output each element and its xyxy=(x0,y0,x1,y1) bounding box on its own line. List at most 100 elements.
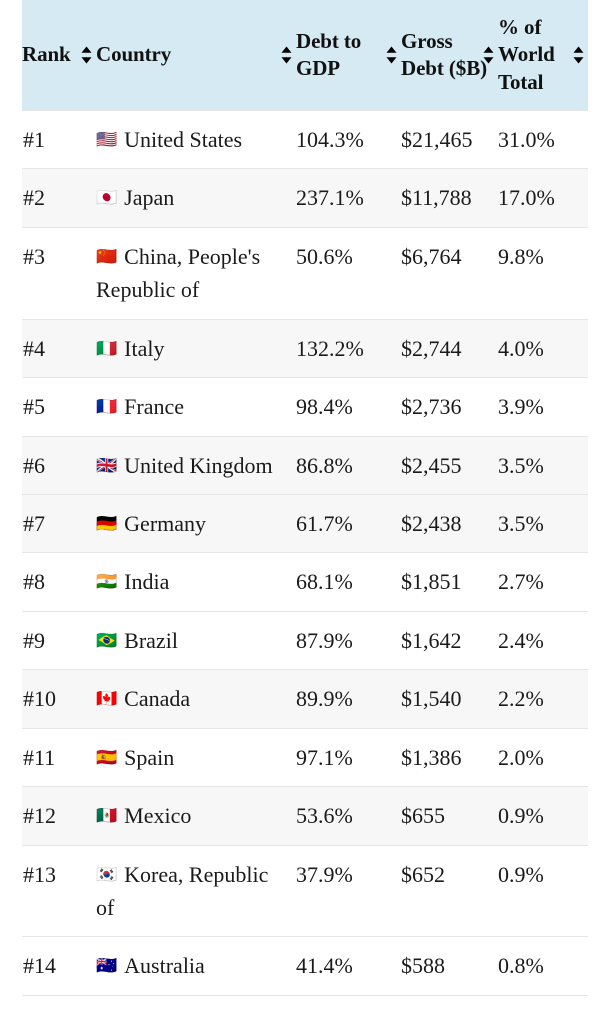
country-name: Spain xyxy=(124,744,175,770)
cell-gross-debt: $1,851 xyxy=(401,569,462,595)
column-header-rank[interactable]: Rank xyxy=(22,0,96,111)
table-row[interactable]: #2 🇯🇵 Japan 237.1% $11,788 17.0% xyxy=(22,168,588,228)
flag-japan-icon: 🇯🇵 xyxy=(96,188,118,209)
cell-debt-to-gdp: 68.1% xyxy=(296,569,353,595)
country-cell: 🇨🇦 Canada xyxy=(96,682,292,715)
cell-country: 🇲🇽 Mexico xyxy=(96,787,296,845)
cell-rank: #12 xyxy=(23,803,56,829)
cell-percent-of-world-total: 2.7% xyxy=(498,569,544,595)
flag-brazil-icon: 🇧🇷 xyxy=(96,630,118,651)
cell-country: 🇺🇸 United States xyxy=(96,110,296,168)
cell-percent-of-world-total: 0.8% xyxy=(498,953,544,979)
table-row[interactable]: #10 🇨🇦 Canada 89.9% $1,540 2.2% xyxy=(22,669,588,729)
sort-updown-icon[interactable] xyxy=(573,46,584,64)
flag-italy-icon: 🇮🇹 xyxy=(96,338,118,359)
cell-country: 🇧🇷 Brazil xyxy=(96,611,296,669)
cell-gross-debt: $21,465 xyxy=(401,126,473,152)
cell-debt-to-gdp: 41.4% xyxy=(296,953,353,979)
cell-percent-of-world-total: 2.4% xyxy=(498,627,544,653)
country-cell: 🇲🇽 Mexico xyxy=(96,799,292,832)
country-name: Japan xyxy=(124,185,175,211)
flag-united-states-icon: 🇺🇸 xyxy=(96,129,118,150)
cell-rank: #4 xyxy=(23,335,45,361)
table-row[interactable]: #12 🇲🇽 Mexico 53.6% $655 0.9% xyxy=(22,786,588,846)
sort-updown-icon[interactable] xyxy=(281,46,292,64)
column-header-debt-to-gdp[interactable]: Debt to GDP xyxy=(296,0,401,111)
cell-rank: #7 xyxy=(23,510,45,536)
cell-country: 🇨🇦 Canada xyxy=(96,670,296,728)
cell-gross-debt: $6,764 xyxy=(401,243,462,269)
cell-rank: #2 xyxy=(23,185,45,211)
table-row[interactable]: #4 🇮🇹 Italy 132.2% $2,744 4.0% xyxy=(22,319,588,378)
table-row[interactable]: #13 🇰🇷 Korea, Republic of 37.9% $652 0.9% xyxy=(22,845,588,937)
cell-country: 🇩🇪 Germany xyxy=(96,494,296,552)
cell-rank: #10 xyxy=(23,686,56,712)
flag-france-icon: 🇫🇷 xyxy=(96,397,118,418)
country-name: India xyxy=(124,569,170,595)
cell-gross-debt: $655 xyxy=(401,803,445,829)
cell-country: 🇰🇷 Korea, Republic of xyxy=(96,845,296,937)
cell-rank: #13 xyxy=(23,861,56,887)
flag-china-icon: 🇨🇳 xyxy=(96,246,118,267)
cell-debt-to-gdp: 97.1% xyxy=(296,744,353,770)
column-header-debt-to-gdp-label: Debt to GDP xyxy=(296,28,362,80)
column-header-percent-of-world-total[interactable]: % of World Total xyxy=(498,0,588,111)
cell-percent-of-world-total: 2.2% xyxy=(498,686,544,712)
cell-debt-to-gdp: 61.7% xyxy=(296,510,353,536)
cell-country: 🇫🇷 France xyxy=(96,378,296,436)
country-cell: 🇺🇸 United States xyxy=(96,123,292,156)
cell-gross-debt: $2,438 xyxy=(401,510,462,536)
table-row[interactable]: #3 🇨🇳 China, People's Republic of 50.6% $6,7… xyxy=(22,227,588,320)
cell-percent-of-world-total: 4.0% xyxy=(498,335,544,361)
table-body: #1 🇺🇸 United States 104.3% $21,465 31.0% #2 🇯🇵 J… xyxy=(22,110,588,996)
table-row[interactable]: #8 🇮🇳 India 68.1% $1,851 2.7% xyxy=(22,552,588,612)
table-row[interactable]: #6 🇬🇧 United Kingdom 86.8% $2,455 3.5% xyxy=(22,436,588,495)
cell-rank: #5 xyxy=(23,394,45,420)
table-row[interactable]: #9 🇧🇷 Brazil 87.9% $1,642 2.4% xyxy=(22,611,588,670)
country-name: United Kingdom xyxy=(124,452,273,478)
cell-rank: #11 xyxy=(23,744,56,770)
column-header-gross-debt[interactable]: Gross Debt ($B) xyxy=(401,0,498,111)
cell-country: 🇯🇵 Japan xyxy=(96,169,296,227)
cell-gross-debt: $2,455 xyxy=(401,452,462,478)
cell-country: 🇮🇹 Italy xyxy=(96,319,296,377)
cell-country: 🇪🇸 Spain xyxy=(96,728,296,786)
sort-updown-icon[interactable] xyxy=(81,46,92,64)
flag-canada-icon: 🇨🇦 xyxy=(96,689,118,710)
cell-rank: #1 xyxy=(23,126,45,152)
table-row[interactable]: #14 🇦🇺 Australia 41.4% $588 0.8% xyxy=(22,936,588,996)
table-row[interactable]: #1 🇺🇸 United States 104.3% $21,465 31.0% xyxy=(22,110,588,169)
flag-south-korea-icon: 🇰🇷 xyxy=(96,864,118,885)
table-row[interactable]: #7 🇩🇪 Germany 61.7% $2,438 3.5% xyxy=(22,494,588,553)
cell-debt-to-gdp: 87.9% xyxy=(296,627,353,653)
cell-gross-debt: $2,744 xyxy=(401,335,462,361)
cell-percent-of-world-total: 3.5% xyxy=(498,510,544,536)
cell-country: 🇦🇺 Australia xyxy=(96,937,296,995)
table-header-row: Rank Country xyxy=(22,0,588,111)
cell-country: 🇬🇧 United Kingdom xyxy=(96,436,296,494)
country-name: Brazil xyxy=(124,627,178,653)
sort-updown-icon[interactable] xyxy=(483,46,494,64)
sort-updown-icon[interactable] xyxy=(386,46,397,64)
column-header-country[interactable]: Country xyxy=(96,0,296,111)
cell-rank: #9 xyxy=(23,627,45,653)
country-cell: 🇪🇸 Spain xyxy=(96,741,292,774)
country-name: Canada xyxy=(124,686,191,712)
country-name: Italy xyxy=(124,335,165,361)
cell-percent-of-world-total: 3.5% xyxy=(498,452,544,478)
column-header-country-label: Country xyxy=(96,42,172,67)
cell-debt-to-gdp: 89.9% xyxy=(296,686,353,712)
flag-germany-icon: 🇩🇪 xyxy=(96,513,118,534)
cell-debt-to-gdp: 104.3% xyxy=(296,126,364,152)
country-cell: 🇬🇧 United Kingdom xyxy=(96,449,292,482)
flag-mexico-icon: 🇲🇽 xyxy=(96,806,118,827)
cell-gross-debt: $1,386 xyxy=(401,744,462,770)
cell-debt-to-gdp: 53.6% xyxy=(296,803,353,829)
table-row[interactable]: #5 🇫🇷 France 98.4% $2,736 3.9% xyxy=(22,377,588,437)
flag-spain-icon: 🇪🇸 xyxy=(96,747,118,768)
country-cell: 🇮🇹 Italy xyxy=(96,332,292,365)
table-row[interactable]: #11 🇪🇸 Spain 97.1% $1,386 2.0% xyxy=(22,728,588,787)
country-name: Germany xyxy=(124,510,207,536)
column-header-rank-label: Rank xyxy=(22,42,71,67)
